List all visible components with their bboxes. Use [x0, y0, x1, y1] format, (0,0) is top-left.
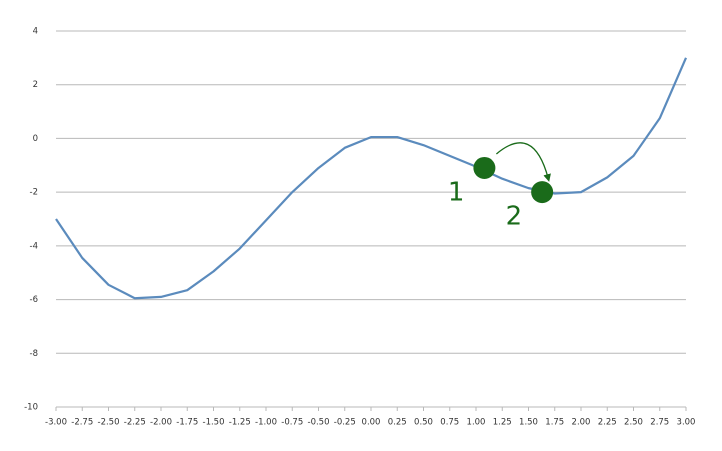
y-tick-label: -2: [30, 188, 38, 198]
arrow: [495, 142, 551, 182]
x-tick-label: -1.00: [255, 418, 277, 428]
x-tick-label: -2.50: [98, 418, 120, 428]
x-tick-label: -1.25: [229, 418, 251, 428]
x-tick-label: 0.00: [362, 418, 381, 428]
annotation-label: 1: [448, 177, 465, 207]
x-tick-label: -0.25: [334, 418, 356, 428]
x-tick-label: 0.50: [414, 418, 433, 428]
annotation-point: [531, 181, 554, 204]
y-tick-label: 4: [33, 27, 38, 37]
x-tick-label: -3.00: [45, 418, 67, 428]
x-tick-label: 1.00: [467, 418, 486, 428]
annotation-point: [473, 156, 496, 179]
x-tick-label: 2.00: [572, 418, 591, 428]
x-tick-label: -1.50: [203, 418, 225, 428]
y-tick-label: -4: [30, 241, 38, 251]
x-tick-label: 0.75: [440, 418, 459, 428]
x-tick-label: 2.25: [598, 418, 617, 428]
x-tick-label: 1.25: [493, 418, 512, 428]
x-tick-label: -2.25: [124, 418, 146, 428]
x-tick-label: 0.25: [388, 418, 407, 428]
x-tick-label: -2.00: [150, 418, 172, 428]
x-tick-label: -0.50: [308, 418, 330, 428]
line: [55, 57, 688, 300]
x-tick-label: -2.75: [71, 418, 93, 428]
y-tick-label: 0: [33, 134, 38, 144]
x-tick-label: 1.50: [519, 418, 538, 428]
x-tick-label: 3.00: [677, 418, 696, 428]
annotation-label: 2: [506, 202, 523, 232]
x-tick-label: 2.75: [650, 418, 669, 428]
x-tick-label: 2.50: [624, 418, 643, 428]
y-tick-label: 2: [33, 80, 38, 90]
y-tick-label: -10: [24, 403, 38, 413]
y-tick-label: -6: [30, 295, 38, 305]
x-tick-label: -1.75: [176, 418, 198, 428]
y-tick-label: -8: [30, 349, 38, 359]
x-tick-label: -0.75: [281, 418, 303, 428]
x-tick-label: 1.75: [545, 418, 564, 428]
